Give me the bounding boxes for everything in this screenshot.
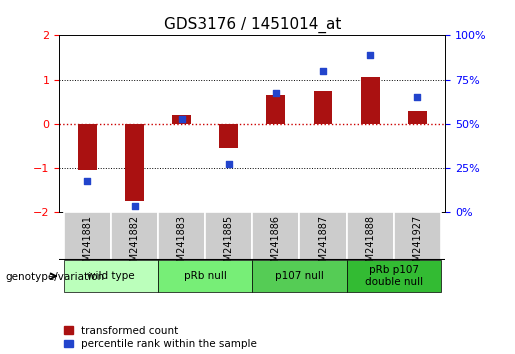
Bar	[347, 260, 441, 292]
Bar	[314, 91, 332, 124]
Bar	[360, 78, 380, 124]
Point	[130, 203, 139, 209]
Bar	[125, 124, 144, 201]
Text: GSM241886: GSM241886	[271, 215, 281, 274]
Bar	[299, 212, 347, 260]
Bar	[158, 260, 252, 292]
Text: GSM241927: GSM241927	[412, 215, 422, 274]
Text: pRb null: pRb null	[184, 271, 227, 281]
Bar	[393, 212, 441, 260]
Bar	[78, 124, 97, 170]
Bar	[205, 212, 252, 260]
Point	[225, 161, 233, 167]
Point	[272, 90, 280, 96]
Bar	[252, 260, 347, 292]
Legend: transformed count, percentile rank within the sample: transformed count, percentile rank withi…	[64, 326, 257, 349]
Point	[178, 116, 186, 121]
Text: GSM241888: GSM241888	[365, 215, 375, 274]
Bar	[219, 124, 238, 148]
Text: pRb p107
double null: pRb p107 double null	[365, 265, 423, 287]
Text: wild type: wild type	[87, 271, 135, 281]
Text: GSM241881: GSM241881	[82, 215, 93, 274]
Text: genotype/variation: genotype/variation	[5, 272, 104, 282]
Point	[413, 95, 421, 100]
Text: GSM241887: GSM241887	[318, 215, 328, 274]
Bar	[347, 212, 393, 260]
Bar	[408, 110, 426, 124]
Text: GSM241885: GSM241885	[224, 215, 234, 274]
Bar	[64, 212, 111, 260]
Text: GSM241882: GSM241882	[130, 215, 140, 274]
Bar	[266, 95, 285, 124]
Point	[319, 68, 327, 74]
Bar	[252, 212, 299, 260]
Point	[83, 178, 92, 184]
Title: GDS3176 / 1451014_at: GDS3176 / 1451014_at	[164, 16, 341, 33]
Bar	[173, 115, 191, 124]
Text: GSM241883: GSM241883	[177, 215, 187, 274]
Point	[366, 52, 374, 58]
Bar	[64, 260, 158, 292]
Bar	[111, 212, 158, 260]
Text: p107 null: p107 null	[275, 271, 324, 281]
Bar	[158, 212, 205, 260]
